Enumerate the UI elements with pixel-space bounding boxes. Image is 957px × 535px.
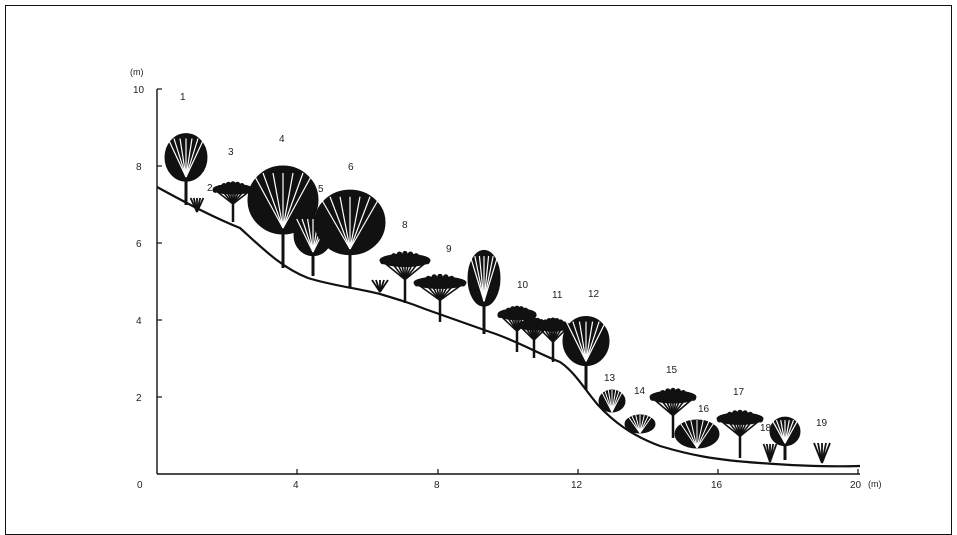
y-tick-marks [157,88,162,398]
plant-12-silhouette [562,316,610,390]
plant-label-9: 9 [446,244,452,255]
x-axis-unit: (m) [868,479,882,489]
plant-14-silhouette [624,414,656,434]
plant-label-16: 16 [698,404,710,415]
plant-15-silhouette [649,387,697,438]
plant-1-silhouette [164,133,208,205]
plant-label-14: 14 [634,386,646,397]
plant-silhouettes [164,133,831,464]
x-tick-label: 4 [293,480,299,491]
plant-label-17: 17 [733,387,745,398]
plant-label-12: 12 [588,289,600,300]
plant-label-2: 2 [207,183,213,194]
y-axis-unit: (m) [130,67,144,77]
plant-7-silhouette [371,279,389,293]
plant-label-15: 15 [666,365,678,376]
plant-label-19: 19 [816,418,828,429]
plant-13-silhouette [598,389,626,413]
plant-label-5: 5 [318,184,324,195]
plant-label-4: 4 [279,134,285,145]
x-tick-label: 8 [434,480,440,491]
plant-11b-silhouette [535,317,571,362]
plant-17-silhouette [716,409,764,458]
plant-label-8: 8 [402,220,408,231]
plant-label-11: 11 [552,290,563,301]
x-tick-marks [296,469,859,474]
x-tick-label: 16 [711,480,723,491]
plant-8-silhouette [379,250,431,303]
y-tick-label: 6 [136,239,142,250]
plant-label-1: 1 [180,92,186,103]
plant-4-silhouette [247,165,319,268]
plant-3-silhouette [212,181,254,222]
ground-profile-line [156,186,861,468]
x-tick-label: 12 [571,480,583,491]
x-tick-label: 20 [850,480,862,491]
x-tick-label: 0 [137,480,143,491]
plant-2-silhouette [189,197,205,213]
plant-6-silhouette [314,189,386,287]
y-tick-label: 4 [136,316,142,327]
plant-16-silhouette [674,419,720,449]
y-tick-label: 2 [136,393,142,404]
plant-number-labels: 1 2 3 4 5 6 8 9 10 11 12 13 14 15 16 17 … [180,92,828,434]
plant-18-silhouette [769,416,801,460]
plant-label-18: 18 [760,423,772,434]
plant-18a-silhouette [762,443,778,463]
slope-vegetation-profile: (m) 10 8 6 4 2 0 4 8 12 16 20 (m) 1 2 3 … [130,67,882,491]
plant-label-13: 13 [604,373,616,384]
plant-19-silhouette [813,442,831,464]
plant-label-3: 3 [228,147,234,158]
y-tick-label: 8 [136,162,142,173]
plant-label-10: 10 [517,280,529,291]
plant-label-6: 6 [348,162,354,173]
plant-9b-silhouette [467,249,501,334]
y-tick-label: 10 [133,85,145,96]
plant-9-silhouette [413,273,467,322]
